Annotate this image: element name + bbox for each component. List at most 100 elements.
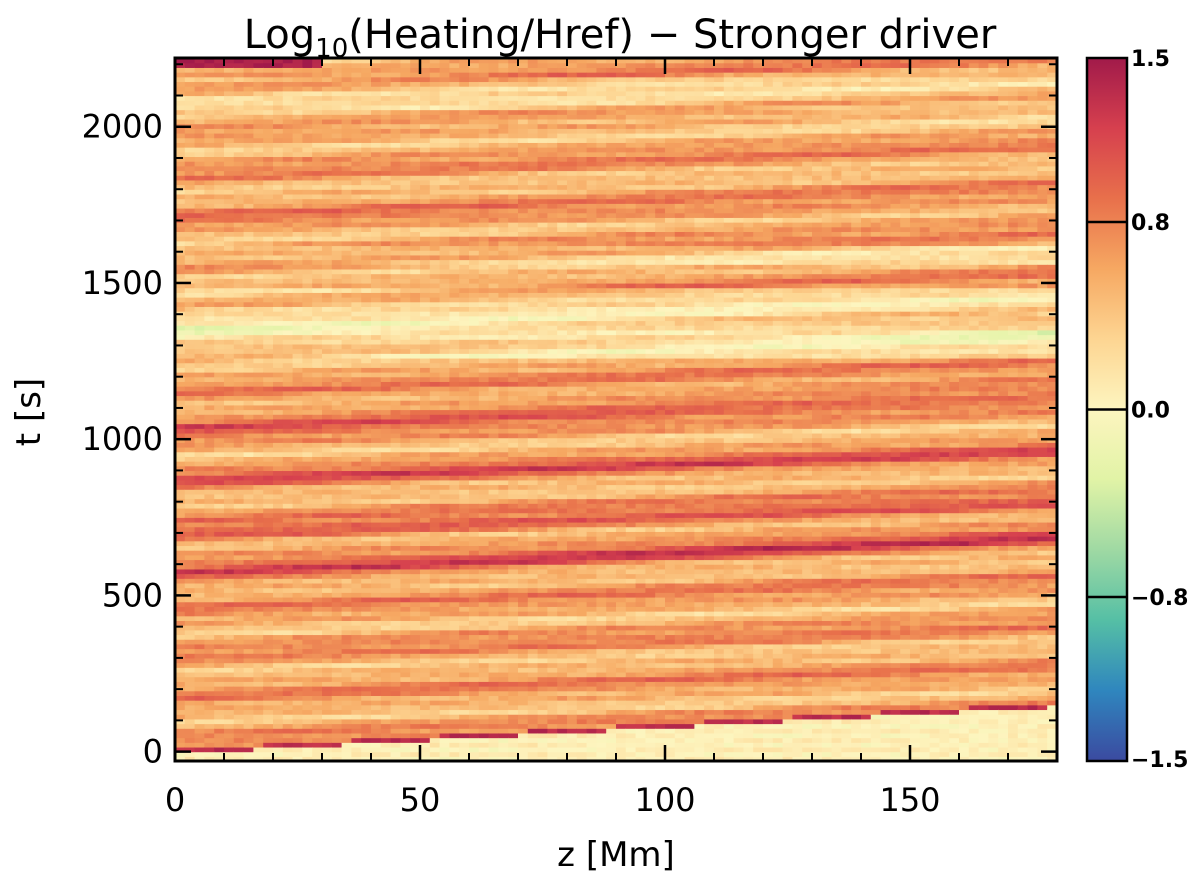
heatmap-cell — [429, 475, 441, 481]
heatmap-cell — [478, 151, 490, 158]
heatmap-cell — [194, 704, 205, 711]
heatmap-cell — [390, 648, 401, 654]
heatmap-cell — [429, 667, 441, 673]
heatmap-cell — [224, 292, 235, 298]
heatmap-cell — [243, 573, 254, 579]
heatmap-cell — [292, 123, 303, 129]
heatmap-cell — [400, 451, 411, 457]
heatmap-cell — [371, 301, 382, 307]
heatmap-cell — [361, 545, 372, 551]
heatmap-cell — [449, 137, 460, 143]
heatmap-cell — [331, 381, 343, 387]
heatmap-cell — [420, 179, 431, 186]
heatmap-cell — [361, 507, 372, 514]
heatmap-cell — [184, 568, 196, 575]
heatmap-cell — [400, 301, 411, 307]
heatmap-cell — [312, 587, 323, 593]
heatmap-cell — [312, 297, 323, 303]
heatmap-cell — [439, 367, 450, 373]
heatmap-cell — [273, 240, 284, 247]
heatmap-cell — [371, 648, 382, 654]
heatmap-cell — [194, 718, 205, 725]
heatmap-cell — [312, 451, 323, 457]
heatmap-cell — [420, 264, 431, 270]
heatmap-cell — [194, 423, 205, 429]
heatmap-cell — [341, 606, 352, 612]
heatmap-cell — [341, 732, 352, 739]
heatmap-cell — [459, 442, 470, 448]
heatmap-cell — [439, 114, 450, 120]
heatmap-cell — [224, 531, 235, 537]
heatmap-cell — [273, 704, 284, 711]
heatmap-cell — [449, 320, 460, 326]
heatmap-cell — [390, 606, 401, 612]
heatmap-cell — [292, 414, 303, 420]
heatmap-cell — [184, 343, 196, 350]
heatmap-cell — [420, 90, 431, 97]
heatmap-cell — [429, 686, 441, 692]
heatmap-cell — [292, 240, 303, 247]
heatmap-cell — [224, 681, 235, 687]
heatmap-cell — [214, 86, 225, 92]
heatmap-cell — [351, 723, 362, 729]
heatmap-cell — [184, 517, 196, 523]
heatmap-cell — [410, 132, 421, 139]
heatmap-cell — [214, 507, 225, 514]
heatmap-cell — [420, 329, 431, 336]
heatmap-cell — [224, 700, 235, 706]
heatmap-cell — [243, 381, 254, 387]
heatmap-cell — [331, 198, 343, 204]
heatmap-cell — [420, 147, 431, 153]
heatmap-cell — [253, 545, 264, 551]
heatmap-cell — [361, 76, 372, 83]
heatmap-cell — [224, 526, 235, 532]
heatmap-cell — [371, 311, 382, 317]
heatmap-cell — [194, 179, 205, 186]
heatmap-cell — [341, 418, 352, 425]
heatmap-cell — [204, 540, 215, 547]
heatmap-cell — [410, 372, 421, 378]
heatmap-cell — [253, 559, 264, 565]
heatmap-cell — [194, 564, 205, 570]
heatmap-cell — [194, 728, 205, 734]
heatmap-cell — [390, 695, 401, 701]
heatmap-cell — [243, 475, 254, 481]
heatmap-cell — [400, 737, 411, 743]
heatmap-cell — [410, 704, 421, 711]
heatmap-cell — [184, 498, 196, 504]
heatmap-cell — [410, 348, 421, 354]
heatmap-cell — [243, 282, 254, 289]
heatmap-cell — [273, 76, 284, 83]
heatmap-cell — [194, 76, 205, 83]
heatmap-cell — [429, 184, 441, 190]
heatmap-cell — [478, 76, 490, 83]
heatmap-cell — [194, 489, 205, 495]
heatmap-cell — [361, 109, 372, 115]
heatmap-cell — [498, 746, 509, 753]
heatmap-cell — [341, 278, 352, 284]
heatmap-cell — [253, 128, 264, 134]
heatmap-cell — [420, 709, 431, 715]
heatmap-cell — [380, 479, 392, 486]
heatmap-cell — [429, 592, 441, 598]
heatmap-cell — [214, 611, 225, 617]
heatmap-cell — [390, 521, 401, 528]
heatmap-cell — [292, 596, 303, 603]
heatmap-cell — [429, 746, 441, 753]
heatmap-cell — [214, 76, 225, 83]
heatmap-cell — [214, 315, 225, 322]
heatmap-cell — [459, 615, 470, 621]
heatmap-cell — [204, 479, 215, 486]
heatmap-cell — [380, 348, 392, 354]
heatmap-cell — [420, 203, 431, 209]
heatmap-cell — [184, 142, 196, 148]
heatmap-cell — [312, 287, 323, 293]
heatmap-cell — [282, 67, 294, 73]
heatmap-cell — [224, 58, 235, 64]
heatmap-cell — [361, 207, 372, 214]
heatmap-cell — [243, 690, 254, 696]
heatmap-cell — [312, 657, 323, 664]
heatmap-cell — [361, 470, 372, 476]
heatmap-cell — [184, 118, 196, 125]
heatmap-cell — [380, 409, 392, 415]
